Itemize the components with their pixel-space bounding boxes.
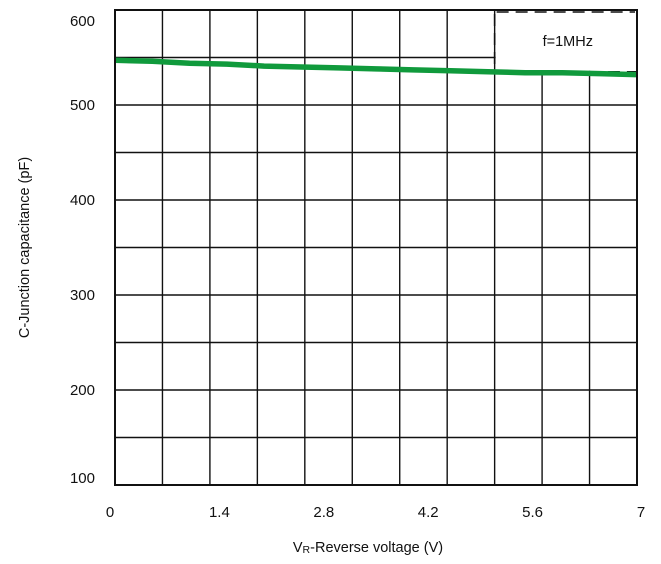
x-axis-label-main: V bbox=[293, 540, 303, 556]
y-tick-label: 100 bbox=[70, 470, 95, 487]
y-tick-label: 300 bbox=[70, 287, 95, 304]
y-tick-label: 500 bbox=[70, 97, 95, 114]
y-axis-label: C-Junction capacitance (pF) bbox=[17, 157, 33, 338]
x-tick-label: 5.6 bbox=[522, 504, 543, 521]
y-tick-label: 600 bbox=[70, 13, 95, 30]
x-axis-label: VR-Reverse voltage (V) bbox=[293, 540, 443, 556]
series-layer bbox=[114, 57, 638, 78]
x-tick-label: 7 bbox=[637, 504, 645, 521]
y-tick-label: 200 bbox=[70, 382, 95, 399]
legend-box: f=1MHz bbox=[493, 11, 637, 73]
capacitance-series-line bbox=[114, 57, 638, 78]
x-tick-label: 1.4 bbox=[209, 504, 230, 521]
y-tick-label: 400 bbox=[70, 192, 95, 209]
grid bbox=[115, 10, 637, 485]
frequency-annotation: f=1MHz bbox=[543, 34, 593, 50]
x-axis-label-subscript: R bbox=[303, 544, 311, 556]
x-tick-labels: 0 1.4 2.8 4.2 5.6 7 bbox=[106, 504, 645, 521]
x-tick-label: 0 bbox=[106, 504, 114, 521]
x-tick-label: 2.8 bbox=[313, 504, 334, 521]
y-tick-labels: 100 200 300 400 500 600 bbox=[70, 13, 95, 487]
x-axis-label-rest: -Reverse voltage (V) bbox=[310, 540, 443, 556]
plot-frame bbox=[114, 9, 638, 486]
legend-background bbox=[495, 11, 636, 71]
x-tick-label: 4.2 bbox=[418, 504, 439, 521]
